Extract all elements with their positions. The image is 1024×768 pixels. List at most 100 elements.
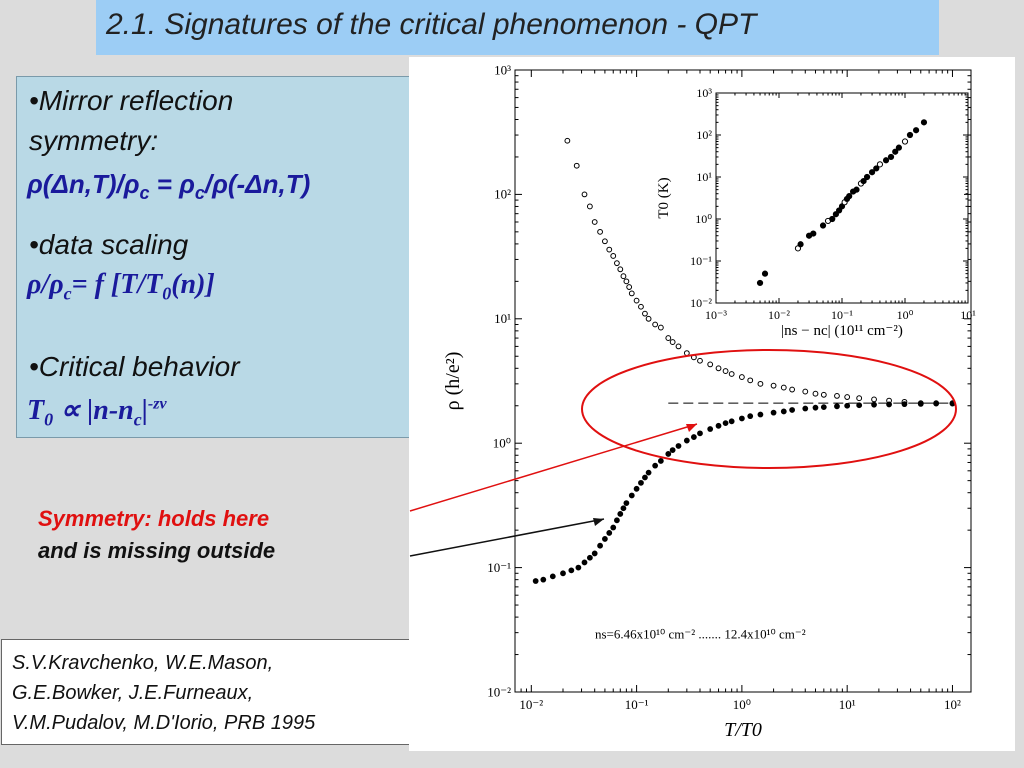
data-point-upper <box>812 390 819 397</box>
data-point-lower <box>665 451 672 457</box>
inset-data-point <box>819 222 827 229</box>
data-point-lower <box>844 402 851 409</box>
y-tick-label: 10² <box>696 128 712 142</box>
data-point-lower <box>728 418 735 425</box>
data-point-lower <box>820 404 827 411</box>
data-point-upper <box>610 253 617 259</box>
x-tick-label: 10⁰ <box>897 308 914 322</box>
data-point-upper <box>722 368 729 374</box>
reference-box: S.V.Kravchenko, W.E.Mason, G.E.Bowker, J… <box>1 639 413 745</box>
data-point-lower <box>802 405 809 412</box>
inset-data-point <box>846 193 853 200</box>
y-tick-label: 10¹ <box>494 311 511 326</box>
data-point-upper <box>834 393 840 399</box>
y-tick-label: 10¹ <box>696 170 712 184</box>
red-arrow-head <box>686 424 697 432</box>
inset-data-point <box>868 169 876 176</box>
data-point-lower <box>697 430 703 437</box>
y-tick-label: 10⁰ <box>695 212 712 226</box>
density-annotation: ns=6.46x10¹⁰ cm⁻² ....... 12.4x10¹⁰ cm⁻² <box>595 626 806 641</box>
slide-title: 2.1. Signatures of the critical phenomen… <box>106 8 757 41</box>
x-tick-label: 10⁻² <box>768 308 790 322</box>
data-point-upper <box>617 266 624 273</box>
inset-data-point <box>836 207 843 214</box>
plot-frame <box>715 92 969 304</box>
inset-chart: 10⁻³ 10⁻² 10⁻¹ 10⁰ 10¹10⁻²10⁻¹10⁰10¹10²10³|n… <box>656 86 976 339</box>
data-point-lower <box>623 500 630 506</box>
data-point-lower <box>738 415 745 422</box>
data-point-lower <box>613 517 620 524</box>
data-point-lower <box>917 400 924 407</box>
data-point-upper <box>638 303 644 310</box>
data-point-upper <box>613 260 620 267</box>
data-point-upper <box>597 228 603 235</box>
x-tick-label: 10² <box>944 697 961 712</box>
data-point-lower <box>683 437 690 444</box>
black-arrow-head <box>593 518 604 526</box>
data-point-upper <box>573 162 580 169</box>
data-point-upper <box>856 395 863 402</box>
data-point-lower <box>770 409 777 416</box>
inset-data-point <box>853 186 860 193</box>
data-point-upper <box>715 365 722 372</box>
data-point-lower <box>645 469 652 476</box>
inset-x-axis-label: |ns − nc| (10¹¹ cm⁻²) <box>781 323 903 339</box>
data-point-upper <box>581 191 588 198</box>
data-point-upper <box>657 324 664 331</box>
inset-data-point <box>887 153 895 161</box>
data-point-lower <box>568 567 575 574</box>
data-point-upper <box>669 339 676 345</box>
data-point-lower <box>597 542 603 549</box>
bullet-data-scaling: •data scaling <box>29 229 189 260</box>
data-point-lower <box>722 420 729 427</box>
inset-data-point <box>829 215 836 223</box>
data-point-lower <box>575 564 582 571</box>
data-point-lower <box>633 485 640 492</box>
inset-data-point <box>761 270 769 277</box>
bullet-mirror-symmetry-cont: symmetry: <box>29 125 159 156</box>
black-arrow <box>409 518 605 557</box>
symmetry-formula: ρ(Δn,T)/ρc = ρc/ρ(-Δn,T) <box>27 169 310 204</box>
data-point-upper <box>780 384 787 391</box>
data-point-lower <box>715 422 722 429</box>
data-point-lower <box>789 407 796 413</box>
data-point-upper <box>789 386 796 393</box>
reference-line-2: G.E.Bowker, J.E.Furneaux, <box>12 682 254 704</box>
main-chart: 10⁻² 10⁻¹ 10⁰ 10¹ 10² 10⁻² 10⁻¹ 10⁰ 10¹ 10² 10³ T/T… <box>442 62 972 741</box>
data-point-upper <box>844 394 851 400</box>
reference-line-1: S.V.Kravchenko, W.E.Mason, <box>12 652 274 674</box>
y-tick-label: 10⁻¹ <box>690 254 712 268</box>
y-axis-label: ρ (h/e²) <box>442 352 464 411</box>
title-banner: 2.1. Signatures of the critical phenomen… <box>96 0 939 55</box>
data-point-lower <box>586 554 593 561</box>
data-point-upper <box>620 273 627 280</box>
data-point-lower <box>610 524 617 531</box>
data-point-lower <box>620 505 627 512</box>
inset-y-axis-label: T0 (K) <box>656 177 672 218</box>
y-tick-label: 10⁰ <box>493 436 511 451</box>
data-point-upper <box>802 388 809 395</box>
scaling-formula: ρ/ρc= f [T/T0(n)] <box>27 269 215 305</box>
symmetry-region-ellipse <box>581 349 957 469</box>
data-point-upper <box>707 361 714 368</box>
symmetry-note-red: Symmetry: holds here <box>38 506 270 531</box>
data-point-upper <box>623 278 630 285</box>
bullet-mirror-symmetry: •Mirror reflection <box>29 85 234 116</box>
data-point-lower <box>642 474 648 481</box>
inset-data-point <box>882 157 890 164</box>
inset-data-point <box>860 177 867 185</box>
data-point-lower <box>933 400 940 407</box>
inset-data-point <box>912 127 920 134</box>
data-point-lower <box>780 408 787 415</box>
data-point-upper <box>633 297 640 304</box>
x-axis-label: T/T0 <box>724 719 762 741</box>
data-point-lower <box>617 511 624 517</box>
data-point-upper <box>871 396 877 403</box>
data-point-upper <box>591 219 598 225</box>
data-point-upper <box>665 335 672 341</box>
symmetry-note-black: and is missing outside <box>38 538 276 563</box>
y-tick-label: 10² <box>494 187 511 202</box>
y-tick-label: 10⁻² <box>690 296 712 310</box>
data-point-lower <box>652 462 659 469</box>
red-arrow <box>409 423 698 512</box>
